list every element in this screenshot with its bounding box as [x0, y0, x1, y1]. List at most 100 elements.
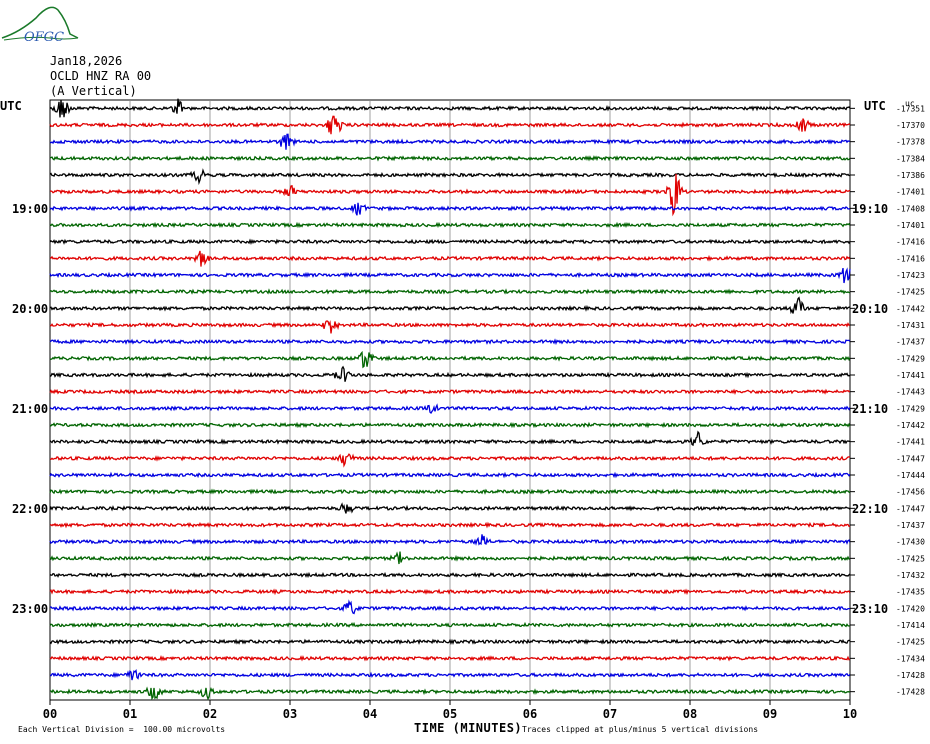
- x-tick-label: 10: [843, 707, 857, 721]
- seismic-trace: [49, 588, 851, 596]
- seismic-trace: [49, 155, 851, 162]
- offset-label: -17420: [896, 604, 925, 613]
- seismic-trace: [49, 388, 851, 395]
- offset-label: -17437: [896, 521, 925, 530]
- right-utc-label: UTC: [864, 99, 886, 113]
- seismic-trace: [49, 296, 851, 315]
- offset-label: -17416: [896, 254, 925, 263]
- offset-label: -17437: [896, 338, 925, 347]
- seismic-trace: [49, 502, 851, 514]
- offset-label: -17423: [896, 271, 925, 280]
- x-tick-label: 07: [603, 707, 617, 721]
- offset-label: -17414: [896, 621, 925, 630]
- seismic-trace: [49, 173, 851, 217]
- ofgc-logo: OFGC: [1, 6, 79, 45]
- offset-label: -17384: [896, 154, 925, 163]
- offset-label: -17442: [896, 421, 925, 430]
- seismic-trace: [49, 471, 851, 479]
- offset-label: -17434: [896, 654, 925, 663]
- offset-label: -17447: [896, 454, 925, 463]
- offset-label: -17378: [896, 138, 925, 147]
- offset-label: -17429: [896, 404, 925, 413]
- seismic-trace: [49, 534, 851, 546]
- offset-label: -17441: [896, 371, 925, 380]
- seismic-trace: [49, 350, 851, 369]
- clip-note: Traces clipped at plus/minus 5 vertical …: [522, 725, 759, 734]
- offset-label: -17408: [896, 204, 925, 213]
- x-tick-label: 03: [283, 707, 297, 721]
- seismic-trace: [49, 668, 851, 681]
- date-label: Jan18,2026: [50, 54, 123, 68]
- left-utc-label: UTC: [0, 99, 22, 113]
- seismic-trace: [49, 551, 851, 565]
- offset-label: -17429: [896, 354, 925, 363]
- offset-label: -17431: [896, 321, 925, 330]
- logo-text: OFGC: [24, 30, 64, 45]
- seismic-trace: [49, 133, 851, 150]
- x-tick-label: 01: [123, 707, 137, 721]
- seismic-trace: [49, 238, 851, 245]
- offset-label: -17416: [896, 238, 925, 247]
- seismic-trace: [49, 288, 851, 296]
- seismic-trace: [49, 403, 851, 414]
- offset-label: -17425: [896, 554, 925, 563]
- right-hour-label: 20:10: [852, 302, 889, 316]
- offset-label: -17428: [896, 688, 925, 697]
- x-tick-label: 05: [443, 707, 457, 721]
- x-axis-title: TIME (MINUTES): [414, 721, 523, 735]
- offset-label: -17401: [896, 188, 925, 197]
- offset-label: -17386: [896, 171, 925, 180]
- offset-label: -17444: [896, 471, 925, 480]
- seismic-trace: [49, 221, 851, 229]
- offset-label: -17441: [896, 438, 925, 447]
- component-label: (A Vertical): [50, 84, 137, 98]
- x-tick-label: 08: [683, 707, 697, 721]
- right-hour-label: 22:10: [852, 502, 889, 516]
- left-hour-label: 22:00: [12, 502, 49, 516]
- seismic-trace: [49, 488, 851, 495]
- left-hour-label: 23:00: [12, 602, 49, 616]
- seismic-trace: [49, 250, 851, 267]
- seismic-trace: [49, 686, 851, 701]
- offset-label: -17351: [896, 104, 925, 113]
- x-tick-label: 06: [523, 707, 537, 721]
- right-hour-label: 19:10: [852, 202, 889, 216]
- left-hour-label: 20:00: [12, 302, 49, 316]
- seismic-trace: [49, 521, 851, 529]
- offset-label: -17435: [896, 588, 925, 597]
- seismic-trace: [49, 168, 850, 186]
- right-hour-label: 23:10: [852, 602, 889, 616]
- seismic-trace: [49, 430, 851, 447]
- offset-label: -17447: [896, 504, 925, 513]
- seismic-trace: [49, 338, 851, 346]
- offset-label: -17443: [896, 388, 925, 397]
- offset-label: -17425: [896, 638, 925, 647]
- offset-label: -17442: [896, 304, 925, 313]
- seismic-trace: [49, 654, 851, 662]
- seismic-trace: [49, 98, 851, 118]
- station-label: OCLD HNZ RA 00: [50, 69, 152, 83]
- seismic-trace: [49, 571, 851, 579]
- seismic-trace: [49, 202, 851, 216]
- x-tick-label: 04: [363, 707, 377, 721]
- unit-label: uc: [905, 99, 915, 108]
- seismic-trace: [49, 115, 851, 135]
- offset-label: -17425: [896, 288, 925, 297]
- seismic-trace: [49, 421, 851, 429]
- seismic-trace: [49, 320, 851, 334]
- left-hour-label: 21:00: [12, 402, 49, 416]
- offset-label: -17370: [896, 121, 925, 130]
- offset-label: -17401: [896, 221, 925, 230]
- offset-label: -17428: [896, 671, 925, 680]
- right-hour-label: 21:10: [852, 402, 889, 416]
- x-tick-label: 09: [763, 707, 777, 721]
- seismic-trace: [49, 453, 851, 468]
- offset-label: -17432: [896, 571, 925, 580]
- offset-label: -17456: [896, 488, 925, 497]
- left-hour-label: 19:00: [12, 202, 49, 216]
- scale-note: Each Vertical Division = 100.00 microvol…: [18, 725, 226, 734]
- seismic-trace: [49, 638, 851, 645]
- x-tick-label: 02: [203, 707, 217, 721]
- traces: [49, 98, 851, 701]
